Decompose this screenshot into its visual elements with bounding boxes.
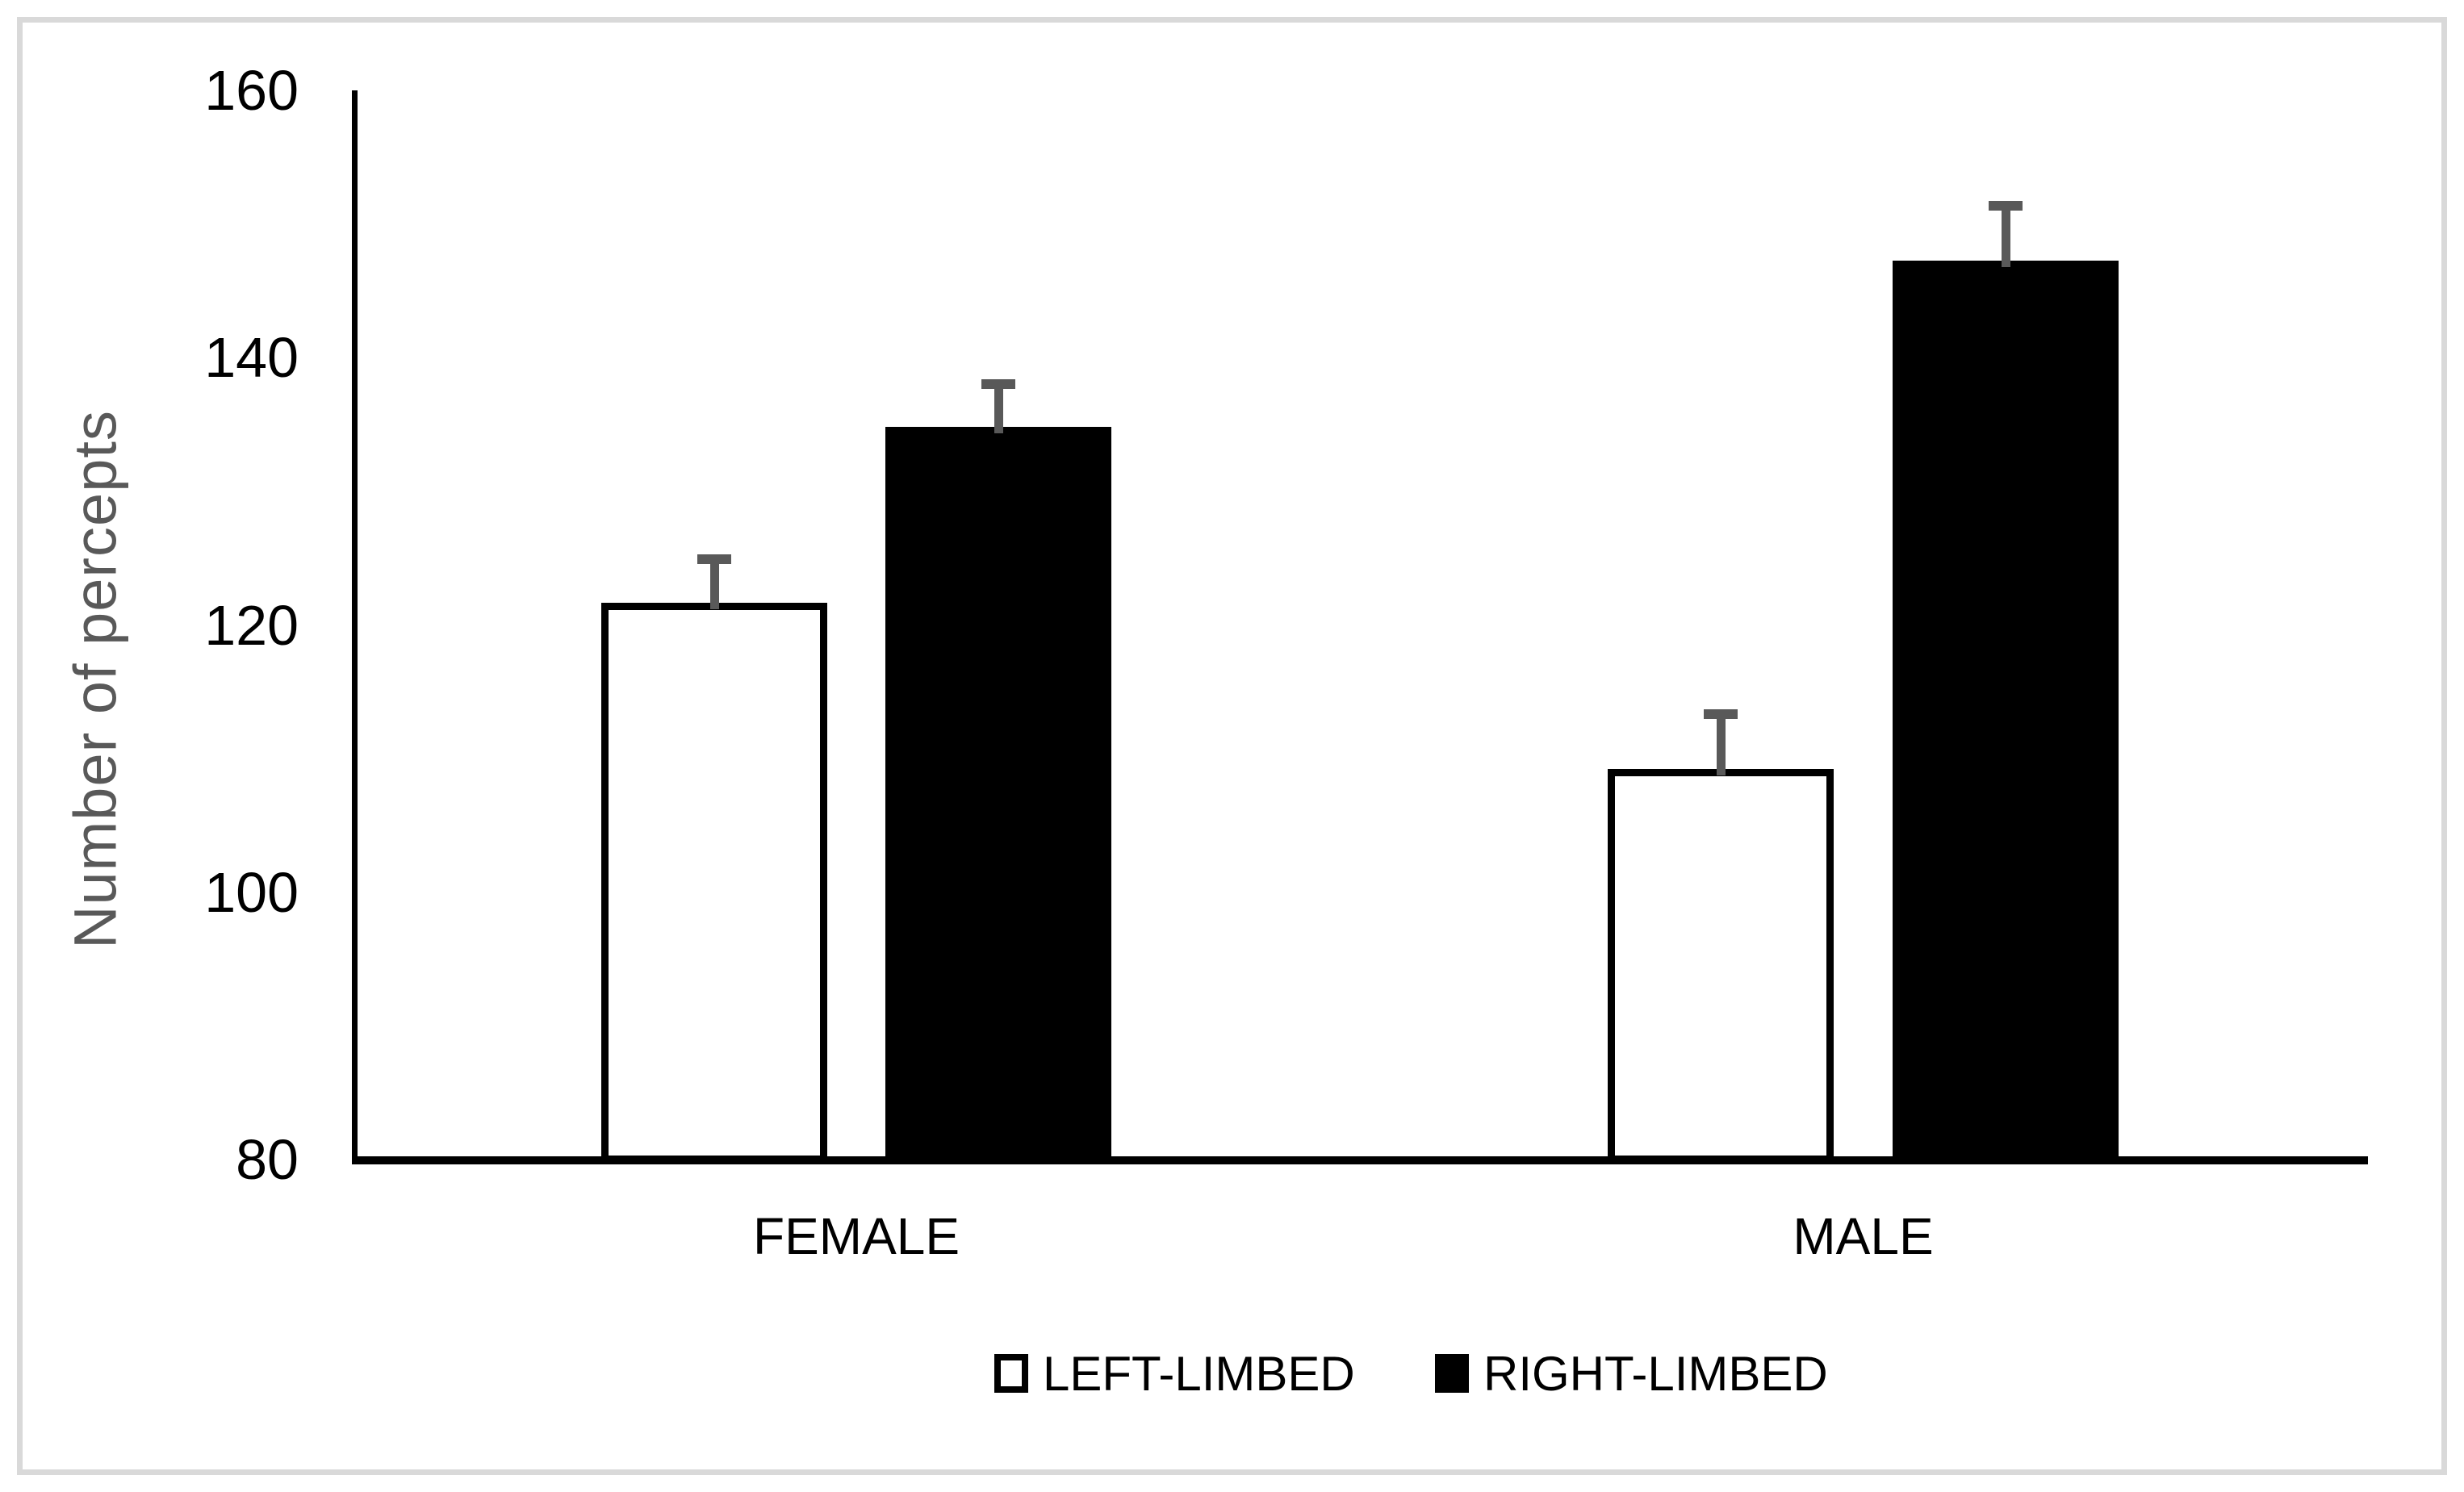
right-limbed-swatch-icon xyxy=(1435,1354,1469,1393)
error-bar-cap xyxy=(1989,201,2023,211)
y-axis-line xyxy=(352,90,358,1161)
error-bar-cap xyxy=(1704,708,1738,719)
y-axis-title: Number of percepts xyxy=(61,410,129,949)
bar-male-right-limbed xyxy=(1893,261,2119,1163)
left-limbed-swatch-icon xyxy=(994,1354,1028,1393)
legend: LEFT-LIMBED RIGHT-LIMBED xyxy=(0,1333,2464,1414)
x-axis-line xyxy=(352,1156,2368,1164)
x-category-label-female: FEMALE xyxy=(752,1207,960,1265)
legend-item-right-limbed: RIGHT-LIMBED xyxy=(1435,1333,1828,1414)
y-tick-label: 160 xyxy=(204,59,299,122)
legend-item-left-limbed: LEFT-LIMBED xyxy=(994,1333,1355,1414)
legend-label-left-limbed: LEFT-LIMBED xyxy=(1043,1346,1355,1401)
x-category-label-male: MALE xyxy=(1793,1207,1934,1265)
error-bar-stem xyxy=(2002,201,2010,268)
y-tick-label: 100 xyxy=(204,860,299,924)
bar-female-left-limbed xyxy=(601,603,827,1163)
error-bar-stem xyxy=(994,378,1003,433)
error-bar-cap xyxy=(981,378,1015,389)
error-bar-stem xyxy=(710,554,719,610)
legend-label-right-limbed: RIGHT-LIMBED xyxy=(1483,1346,1828,1401)
bar-male-left-limbed xyxy=(1608,768,1834,1163)
y-tick-label: 140 xyxy=(204,326,299,390)
y-tick-label: 120 xyxy=(204,593,299,657)
y-tick-label: 80 xyxy=(236,1128,299,1191)
error-bar-cap xyxy=(697,554,731,564)
bar-female-right-limbed xyxy=(885,426,1111,1163)
error-bar-stem xyxy=(1717,708,1726,775)
